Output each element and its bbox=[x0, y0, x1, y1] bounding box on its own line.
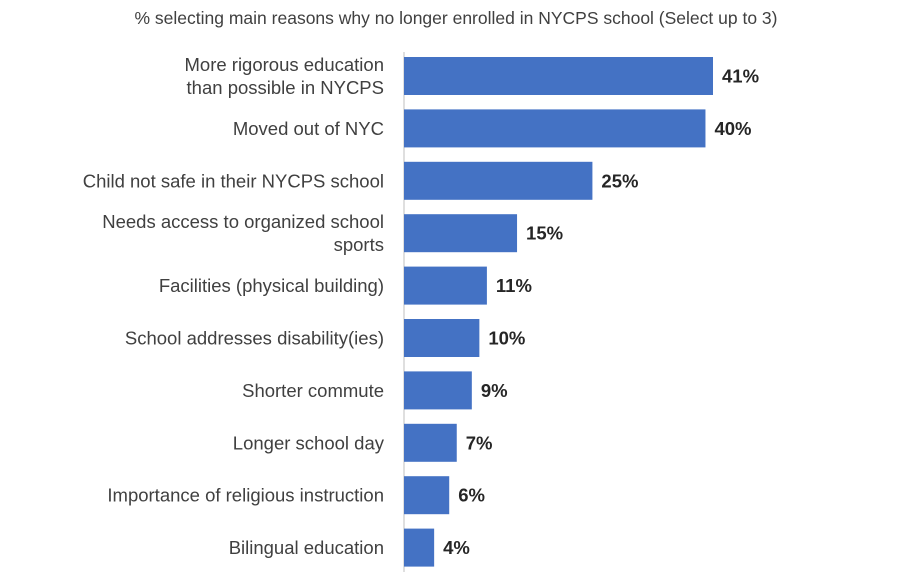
category-label-3-line-0: Needs access to organized school bbox=[102, 211, 384, 232]
chart-title: % selecting main reasons why no longer e… bbox=[134, 8, 778, 28]
value-label-2: 25% bbox=[601, 170, 638, 191]
value-label-0: 41% bbox=[722, 66, 759, 87]
value-label-4: 11% bbox=[496, 275, 532, 296]
value-label-7: 7% bbox=[466, 432, 493, 453]
category-label-8: Importance of religious instruction bbox=[107, 485, 384, 506]
value-label-9: 4% bbox=[443, 537, 470, 558]
value-label-1: 40% bbox=[714, 118, 751, 139]
category-label-7: Longer school day bbox=[233, 432, 385, 453]
bar-6 bbox=[404, 371, 472, 410]
category-label-3-line-1: sports bbox=[334, 234, 384, 255]
bar-3 bbox=[404, 214, 518, 253]
value-label-6: 9% bbox=[481, 380, 508, 401]
bar-7 bbox=[404, 423, 457, 462]
bars-group bbox=[404, 57, 713, 567]
category-label-0-line-1: than possible in NYCPS bbox=[187, 77, 384, 98]
value-label-5: 10% bbox=[488, 328, 525, 349]
category-label-4: Facilities (physical building) bbox=[159, 275, 384, 296]
category-label-1: Moved out of NYC bbox=[233, 118, 384, 139]
bar-5 bbox=[404, 319, 480, 357]
value-label-3: 15% bbox=[526, 223, 563, 244]
category-label-9: Bilingual education bbox=[229, 537, 384, 558]
category-label-5: School addresses disability(ies) bbox=[125, 328, 384, 349]
category-label-2: Child not safe in their NYCPS school bbox=[83, 170, 384, 191]
category-label-0-line-0: More rigorous education bbox=[185, 54, 385, 75]
bar-8 bbox=[404, 476, 450, 515]
bar-4 bbox=[404, 266, 487, 305]
value-label-8: 6% bbox=[458, 485, 485, 506]
value-labels-group: 41% 40% 25% 15% 11% 10% 9% 7% 6% 4% bbox=[443, 66, 759, 559]
bar-0 bbox=[404, 57, 713, 95]
category-label-6: Shorter commute bbox=[242, 380, 384, 401]
bar-9 bbox=[404, 528, 435, 567]
bar-2 bbox=[404, 161, 593, 200]
bar-1 bbox=[404, 109, 706, 148]
